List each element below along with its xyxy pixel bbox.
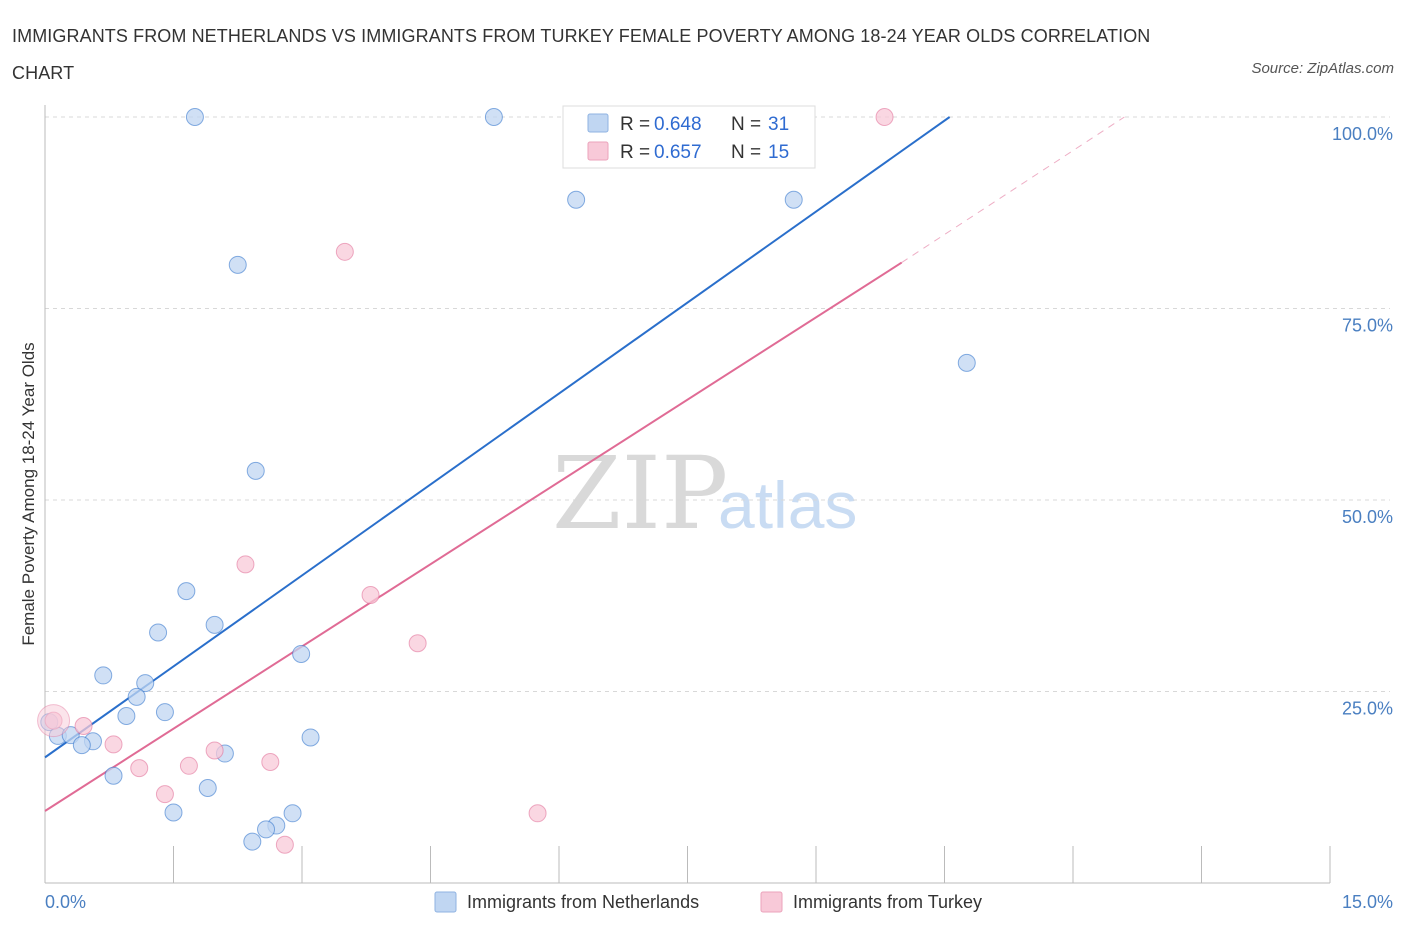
legend-n-value-2: 15 — [768, 142, 789, 163]
point-turkey — [236, 555, 255, 574]
bottom-legend-turkey: Immigrants from Turkey — [793, 892, 982, 912]
legend-n-label-1: N = — [731, 114, 761, 135]
legend-swatch-netherlands — [587, 113, 609, 133]
gridlines — [45, 116, 1390, 692]
trend-lines — [44, 116, 1125, 812]
legend-top: R = 0.648 N = 31 R = 0.657 N = 15 — [562, 105, 816, 169]
point-turkey — [261, 752, 280, 771]
point-turkey — [104, 735, 123, 754]
point-turkey — [74, 716, 93, 735]
point-netherlands — [198, 779, 217, 798]
point-netherlands — [155, 703, 174, 722]
point-netherlands — [228, 255, 247, 274]
point-turkey — [205, 741, 224, 760]
point-turkey — [179, 756, 198, 775]
axes: 25.0% 50.0% 75.0% 100.0% 0.0% 15.0% — [44, 105, 1393, 912]
point-cluster-origin — [37, 704, 71, 738]
point-netherlands — [567, 190, 586, 209]
chart-source: Source: ZipAtlas.com — [1251, 60, 1394, 77]
trend-line-turkey-extension — [901, 116, 1125, 263]
legend-r-label-1: R = — [620, 114, 650, 135]
point-netherlands — [149, 623, 168, 642]
data-points — [37, 108, 976, 854]
chart-title: IMMIGRANTS FROM NETHERLANDS VS IMMIGRANT… — [12, 26, 1151, 83]
point-netherlands — [117, 707, 136, 726]
point-netherlands — [104, 766, 123, 785]
point-netherlands — [283, 804, 302, 823]
point-netherlands — [127, 687, 146, 706]
point-turkey — [130, 759, 149, 778]
point-netherlands — [177, 582, 196, 601]
point-turkey — [155, 785, 174, 804]
x-tick-label: 0.0% — [45, 892, 86, 912]
x-tick-label: 15.0% — [1342, 892, 1393, 912]
point-netherlands — [957, 353, 976, 372]
y-tick-label: 50.0% — [1342, 507, 1393, 527]
y-tick-label: 100.0% — [1332, 124, 1393, 144]
point-turkey — [528, 804, 547, 823]
legend-r-value-2: 0.657 — [654, 142, 702, 163]
point-turkey — [275, 835, 294, 854]
bottom-legend-swatch-turkey — [760, 891, 783, 913]
point-netherlands — [94, 666, 113, 685]
point-netherlands — [784, 190, 803, 209]
y-tick-label: 75.0% — [1342, 316, 1393, 336]
trend-line-netherlands — [44, 116, 951, 759]
point-netherlands — [292, 644, 311, 663]
y-axis-label: Female Poverty Among 18-24 Year Olds — [19, 342, 38, 645]
bottom-legend-swatch-netherlands — [434, 891, 457, 913]
point-netherlands — [136, 674, 155, 693]
point-netherlands — [164, 803, 183, 822]
watermark-atlas: atlas — [718, 468, 857, 542]
watermark-zip: ZIP — [552, 435, 728, 552]
legend-r-label-2: R = — [620, 142, 650, 163]
legend-n-value-1: 31 — [768, 114, 789, 135]
legend-r-value-1: 0.648 — [654, 114, 702, 135]
point-turkey — [875, 108, 894, 126]
point-netherlands — [243, 832, 262, 851]
y-tick-label: 25.0% — [1342, 699, 1393, 719]
point-netherlands — [257, 820, 276, 839]
point-netherlands — [301, 728, 320, 747]
point-netherlands — [185, 108, 204, 126]
point-netherlands — [246, 461, 265, 480]
legend-bottom: Immigrants from Netherlands Immigrants f… — [434, 891, 982, 913]
point-turkey — [408, 634, 427, 653]
bottom-legend-netherlands: Immigrants from Netherlands — [467, 892, 699, 912]
legend-swatch-turkey — [587, 141, 609, 161]
point-netherlands — [484, 108, 503, 126]
point-turkey — [335, 242, 354, 261]
legend-n-label-2: N = — [731, 142, 761, 163]
point-netherlands — [72, 736, 91, 755]
point-netherlands — [205, 615, 224, 634]
point-turkey — [361, 585, 380, 604]
trend-line-turkey — [44, 261, 903, 812]
